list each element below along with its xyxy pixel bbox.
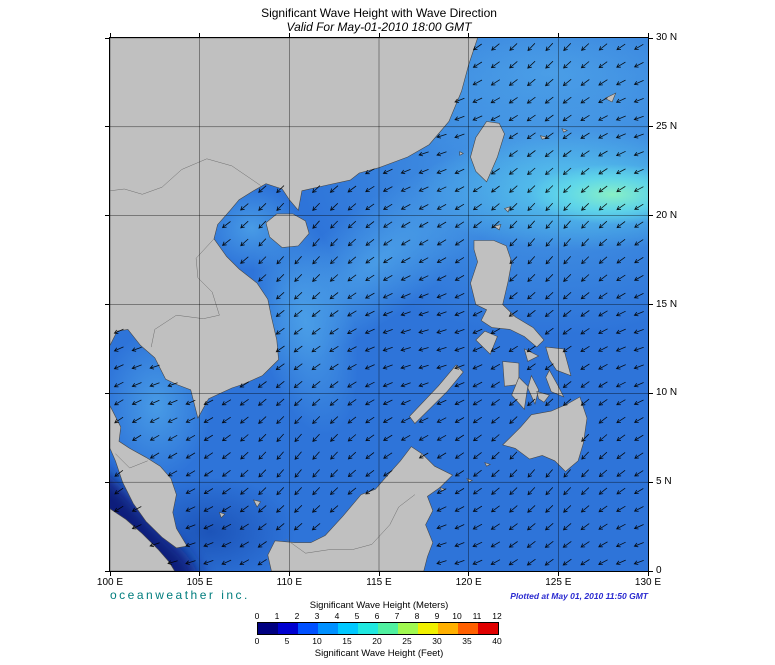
feet-tick-label: 25 [402, 636, 412, 646]
feet-tick-label: 0 [254, 636, 260, 646]
lon-tick-label: 110 E [276, 577, 303, 588]
axis-tick [105, 304, 109, 305]
axis-tick [649, 392, 653, 394]
colorbar-segment [258, 623, 278, 634]
page-title: Significant Wave Height with Wave Direct… [261, 6, 497, 20]
meters-tick-label: 9 [434, 611, 440, 621]
meters-tick-label: 11 [472, 611, 482, 621]
colorbar-segment [338, 623, 358, 634]
axis-tick [378, 33, 380, 37]
axis-tick [378, 572, 380, 576]
colorbar-segment [358, 623, 378, 634]
lat-tick-label: 30 N [656, 32, 678, 43]
valid-time-subtitle: Valid For May-01-2010 18:00 GMT [286, 20, 472, 34]
lon-tick-label: 100 E [96, 577, 124, 588]
feet-tick-label: 10 [312, 636, 322, 646]
axis-tick [105, 215, 109, 217]
legend-meters-label: Significant Wave Height (Meters) [309, 600, 449, 611]
axis-tick [105, 392, 109, 394]
meters-tick-label: 6 [374, 611, 380, 621]
axis-tick [649, 215, 653, 217]
feet-tick-label: 5 [284, 636, 290, 646]
oceanweather-logo: oceanweather inc. [110, 588, 250, 602]
meters-tick-label: 3 [314, 611, 320, 621]
axis-tick [199, 572, 201, 576]
plotted-timestamp: Plotted at May 01, 2010 11:50 GMT [510, 591, 648, 601]
axis-tick [649, 481, 653, 483]
lat-tick-label: 10 N [656, 387, 678, 399]
axis-tick [199, 33, 201, 37]
axis-tick [557, 572, 559, 576]
axis-tick [105, 481, 109, 483]
colorbar-segment [378, 623, 398, 634]
lon-tick-label: 105 E [186, 577, 213, 588]
lon-tick-label: 130 E [634, 577, 662, 588]
feet-tick-label: 20 [372, 636, 382, 646]
meters-tick-label: 12 [492, 611, 502, 621]
colorbar-segment [298, 623, 318, 634]
wave-map [110, 38, 648, 571]
feet-tick-label: 15 [342, 636, 352, 646]
meters-tick-label: 10 [452, 611, 462, 621]
colorbar-segment [418, 623, 438, 634]
lon-tick-label: 120 E [455, 577, 482, 588]
meters-tick-label: 8 [414, 611, 420, 621]
axis-tick [288, 572, 290, 576]
lat-tick-label: 5 N [656, 476, 672, 488]
lat-tick-label: 0 [656, 565, 662, 576]
map-frame [109, 37, 649, 572]
axis-tick [649, 37, 653, 39]
meters-tick-label: 2 [294, 611, 300, 621]
lat-tick-label: 25 N [656, 120, 678, 132]
colorbar-segment [478, 623, 498, 634]
colorbar-segment [278, 623, 298, 634]
feet-tick-label: 30 [432, 636, 442, 646]
colorbar-segment [398, 623, 418, 634]
lon-tick-label: 125 E [545, 577, 572, 588]
axis-tick [468, 572, 470, 576]
colorbar-segment [438, 623, 458, 634]
meters-tick-label: 1 [274, 611, 280, 621]
meters-tick-label: 4 [334, 611, 340, 621]
axis-tick [105, 37, 109, 39]
axis-tick [105, 570, 109, 572]
axis-tick [109, 33, 111, 37]
axis-tick [649, 570, 653, 572]
axis-tick [109, 572, 111, 576]
axis-tick [557, 33, 559, 37]
axis-tick [647, 572, 649, 576]
meters-tick-label: 0 [254, 611, 260, 621]
axis-tick [649, 304, 653, 305]
legend-feet-label: Significant Wave Height (Feet) [314, 648, 444, 659]
feet-tick-label: 35 [462, 636, 472, 646]
axis-tick [647, 33, 649, 37]
feet-tick-label: 40 [492, 636, 502, 646]
colorbar-segment [318, 623, 338, 634]
legend-colorbar [257, 622, 499, 635]
meters-tick-label: 7 [394, 611, 400, 621]
axis-tick [649, 126, 653, 128]
axis-tick [105, 126, 109, 128]
lat-tick-label: 15 N [656, 298, 678, 310]
axis-tick [288, 33, 290, 37]
meters-tick-label: 5 [354, 611, 360, 621]
colorbar-segment [458, 623, 478, 634]
lon-tick-label: 115 E [366, 577, 392, 588]
lat-tick-label: 20 N [656, 209, 678, 221]
axis-tick [468, 33, 470, 37]
